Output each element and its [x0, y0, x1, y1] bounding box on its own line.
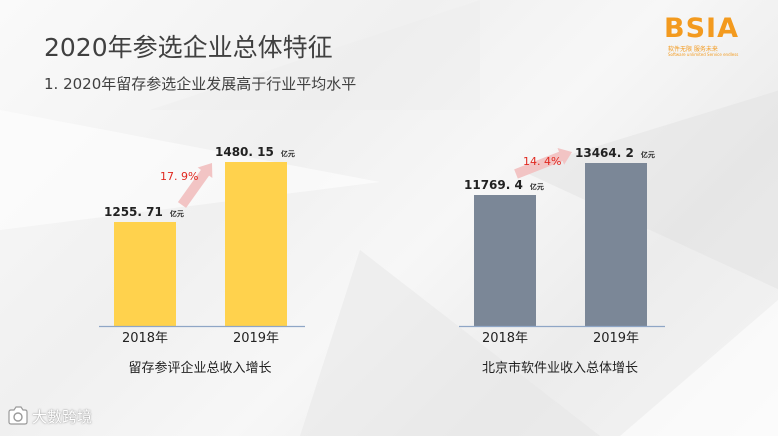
- slide-subtitle: 1. 2020年留存参选企业发展高于行业平均水平: [44, 75, 357, 93]
- bar: [474, 195, 536, 326]
- watermark-text: 大數跨境: [32, 408, 93, 426]
- slide-title: 2020年参选企业总体特征: [44, 33, 333, 62]
- logo-cn-tagline: 软件无限 服务未来: [668, 46, 718, 53]
- chart-caption: 北京市软件业收入总体增长: [482, 360, 638, 376]
- chart-caption: 留存参评企业总收入增长: [128, 360, 271, 376]
- growth-rate-label: 14. 4%: [523, 155, 561, 168]
- bsia-logo: BSIA 软件无限 服务未来 Software unlimited Servic…: [664, 14, 774, 58]
- watermark: 大數跨境: [6, 404, 106, 430]
- growth-arrow: [514, 148, 572, 179]
- camera-icon: [8, 406, 28, 425]
- bar-unit-label: 亿元: [641, 150, 655, 159]
- x-tick-label: 2019年: [593, 331, 639, 346]
- bar-unit-label: 亿元: [281, 149, 295, 158]
- bar: [585, 163, 647, 326]
- x-tick-label: 2018年: [122, 331, 168, 346]
- growth-rate-label: 17. 9%: [160, 170, 198, 183]
- x-tick-label: 2018年: [482, 331, 528, 346]
- bar-value-label: 1255. 71: [104, 205, 163, 219]
- bar-value-label: 1480. 15: [215, 145, 274, 159]
- logo-en-tagline: Software unlimited Service endless: [668, 52, 739, 57]
- x-tick-label: 2019年: [233, 331, 279, 346]
- bar: [114, 222, 176, 326]
- bar-value-label: 13464. 2: [575, 146, 634, 160]
- bar-unit-label: 亿元: [170, 209, 184, 218]
- bar-value-label: 11769. 4: [464, 178, 523, 192]
- bar-unit-label: 亿元: [530, 182, 544, 191]
- bar: [225, 162, 287, 326]
- logo-mark: BSIA: [664, 13, 739, 44]
- growth-arrow: [177, 163, 213, 208]
